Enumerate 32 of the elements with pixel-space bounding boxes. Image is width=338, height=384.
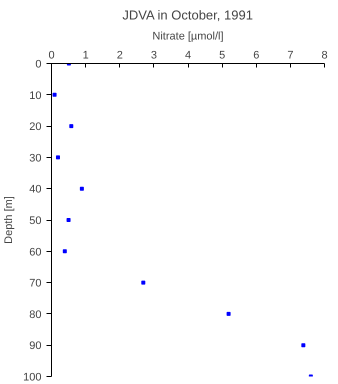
x-tick-label: 0: [48, 50, 55, 62]
y-tick-label: 60: [29, 246, 42, 258]
x-tick-label: 3: [150, 50, 157, 62]
y-axis-title: Depth [m]: [3, 196, 16, 244]
y-tick-label: 90: [29, 340, 42, 352]
point: [69, 124, 74, 128]
x-tick-label: 6: [253, 50, 260, 62]
x-tick-label: 4: [184, 50, 192, 62]
y-tick-label: 20: [29, 121, 42, 134]
point: [301, 343, 306, 348]
point: [52, 92, 57, 97]
point: [62, 249, 67, 254]
y-tick-label: 100: [23, 372, 42, 384]
x-tick-label: 1: [82, 50, 89, 62]
chart-title: JDVA in October, 1991: [122, 8, 253, 22]
x-axis-title: Nitrate [µmol/l]: [152, 30, 224, 42]
point: [66, 218, 71, 222]
point: [226, 312, 231, 316]
y-tick-label: 0: [35, 58, 42, 70]
x-tick-label: 2: [116, 50, 123, 62]
x-tick-label: 5: [219, 50, 226, 62]
y-tick-label: 80: [29, 308, 42, 321]
y-tick-label: 30: [29, 152, 42, 164]
x-tick-label: 7: [287, 50, 294, 62]
x-tick-label: 8: [321, 50, 328, 62]
point: [80, 186, 84, 191]
y-tick-label: 70: [29, 278, 42, 290]
y-tick-label: 50: [29, 215, 42, 227]
point: [141, 280, 146, 285]
y-tick-label: 10: [29, 90, 42, 102]
point: [56, 155, 60, 160]
y-tick-label: 40: [29, 184, 42, 196]
